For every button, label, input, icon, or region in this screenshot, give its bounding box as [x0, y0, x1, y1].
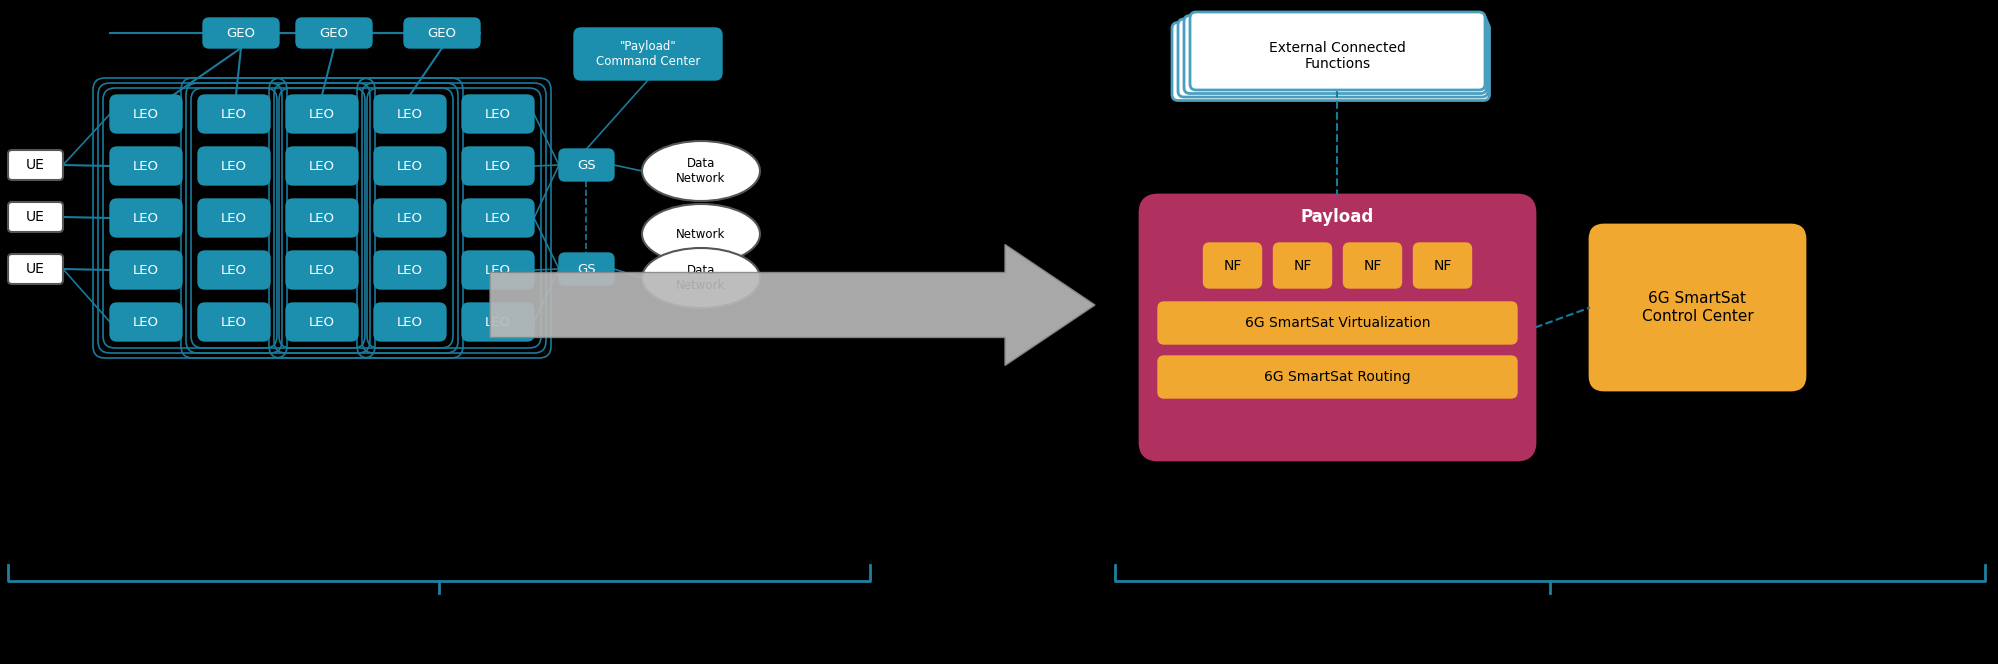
Text: LEO: LEO	[398, 108, 424, 120]
Text: LEO: LEO	[222, 108, 248, 120]
Text: LEO: LEO	[310, 108, 336, 120]
Text: GS: GS	[577, 159, 595, 171]
Ellipse shape	[641, 204, 759, 264]
Text: LEO: LEO	[134, 315, 160, 329]
FancyBboxPatch shape	[8, 150, 64, 180]
FancyBboxPatch shape	[1157, 356, 1516, 398]
FancyBboxPatch shape	[1203, 243, 1261, 288]
Text: NF: NF	[1223, 258, 1241, 272]
Ellipse shape	[641, 141, 759, 201]
Text: LEO: LEO	[398, 315, 424, 329]
Ellipse shape	[641, 248, 759, 308]
FancyBboxPatch shape	[559, 149, 613, 181]
FancyBboxPatch shape	[462, 251, 533, 289]
Text: LEO: LEO	[222, 315, 248, 329]
FancyBboxPatch shape	[374, 199, 446, 237]
FancyBboxPatch shape	[1273, 243, 1331, 288]
Text: UE: UE	[26, 262, 44, 276]
Text: LEO: LEO	[398, 159, 424, 173]
Text: Network: Network	[675, 228, 725, 240]
FancyBboxPatch shape	[198, 147, 270, 185]
Text: LEO: LEO	[310, 212, 336, 224]
Text: GEO: GEO	[226, 27, 256, 39]
Text: LEO: LEO	[134, 108, 160, 120]
Text: LEO: LEO	[310, 264, 336, 276]
FancyBboxPatch shape	[404, 18, 480, 48]
Text: Data
Network: Data Network	[675, 264, 725, 292]
FancyBboxPatch shape	[286, 95, 358, 133]
FancyBboxPatch shape	[374, 251, 446, 289]
Text: GEO: GEO	[428, 27, 456, 39]
FancyBboxPatch shape	[286, 199, 358, 237]
Text: NF: NF	[1293, 258, 1311, 272]
Text: GEO: GEO	[320, 27, 348, 39]
FancyBboxPatch shape	[110, 199, 182, 237]
FancyBboxPatch shape	[374, 147, 446, 185]
FancyBboxPatch shape	[559, 253, 613, 285]
FancyBboxPatch shape	[462, 147, 533, 185]
FancyBboxPatch shape	[462, 303, 533, 341]
Text: LEO: LEO	[486, 212, 511, 224]
Text: External Connected
Functions: External Connected Functions	[1269, 41, 1405, 71]
Text: NF: NF	[1363, 258, 1381, 272]
FancyBboxPatch shape	[110, 147, 182, 185]
FancyBboxPatch shape	[1157, 302, 1516, 344]
FancyBboxPatch shape	[8, 254, 64, 284]
FancyBboxPatch shape	[1413, 243, 1471, 288]
FancyBboxPatch shape	[374, 303, 446, 341]
Text: LEO: LEO	[134, 212, 160, 224]
Text: Payload: Payload	[1301, 208, 1373, 226]
Text: LEO: LEO	[310, 159, 336, 173]
Text: 6G SmartSat
Control Center: 6G SmartSat Control Center	[1640, 291, 1752, 324]
Text: "Payload"
Command Center: "Payload" Command Center	[595, 40, 699, 68]
FancyBboxPatch shape	[1171, 23, 1489, 100]
FancyBboxPatch shape	[286, 147, 358, 185]
Text: LEO: LEO	[134, 264, 160, 276]
FancyBboxPatch shape	[1189, 12, 1485, 90]
FancyBboxPatch shape	[286, 251, 358, 289]
FancyBboxPatch shape	[573, 28, 721, 80]
Text: LEO: LEO	[486, 315, 511, 329]
FancyBboxPatch shape	[1588, 225, 1804, 390]
FancyBboxPatch shape	[1177, 19, 1487, 97]
FancyBboxPatch shape	[1139, 195, 1534, 460]
Text: 6G SmartSat Routing: 6G SmartSat Routing	[1263, 370, 1411, 384]
Text: LEO: LEO	[486, 159, 511, 173]
Text: 6G SmartSat Virtualization: 6G SmartSat Virtualization	[1245, 316, 1429, 330]
FancyBboxPatch shape	[286, 303, 358, 341]
Text: LEO: LEO	[134, 159, 160, 173]
FancyBboxPatch shape	[110, 303, 182, 341]
FancyBboxPatch shape	[8, 202, 64, 232]
Text: UE: UE	[26, 158, 44, 172]
Text: LEO: LEO	[310, 315, 336, 329]
FancyBboxPatch shape	[110, 251, 182, 289]
Polygon shape	[490, 244, 1095, 365]
FancyBboxPatch shape	[462, 199, 533, 237]
Text: UE: UE	[26, 210, 44, 224]
FancyBboxPatch shape	[110, 95, 182, 133]
Text: LEO: LEO	[222, 159, 248, 173]
FancyBboxPatch shape	[198, 251, 270, 289]
Text: LEO: LEO	[222, 264, 248, 276]
FancyBboxPatch shape	[198, 95, 270, 133]
FancyBboxPatch shape	[462, 95, 533, 133]
FancyBboxPatch shape	[204, 18, 280, 48]
FancyBboxPatch shape	[1343, 243, 1401, 288]
FancyBboxPatch shape	[374, 95, 446, 133]
Text: NF: NF	[1433, 258, 1451, 272]
FancyBboxPatch shape	[198, 199, 270, 237]
Text: LEO: LEO	[486, 264, 511, 276]
Text: LEO: LEO	[398, 212, 424, 224]
Text: LEO: LEO	[486, 108, 511, 120]
FancyBboxPatch shape	[1183, 15, 1487, 94]
FancyBboxPatch shape	[198, 303, 270, 341]
FancyBboxPatch shape	[296, 18, 372, 48]
Text: Data
Network: Data Network	[675, 157, 725, 185]
Text: GS: GS	[577, 262, 595, 276]
Text: LEO: LEO	[398, 264, 424, 276]
Text: LEO: LEO	[222, 212, 248, 224]
